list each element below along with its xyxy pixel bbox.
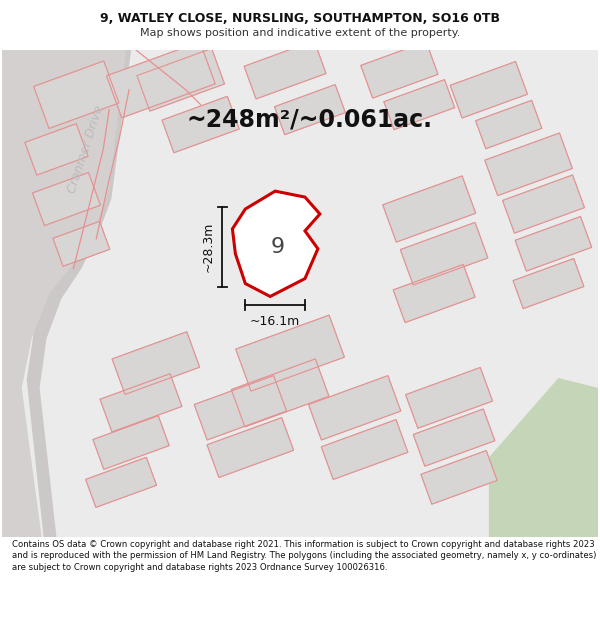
- Polygon shape: [53, 221, 110, 266]
- Polygon shape: [236, 315, 344, 391]
- Polygon shape: [513, 259, 584, 309]
- Text: ~28.3m: ~28.3m: [202, 222, 215, 272]
- Polygon shape: [406, 368, 493, 428]
- Polygon shape: [207, 418, 293, 478]
- Polygon shape: [26, 50, 131, 537]
- Polygon shape: [476, 101, 542, 149]
- Polygon shape: [503, 175, 584, 233]
- Polygon shape: [489, 378, 598, 537]
- Polygon shape: [361, 42, 438, 98]
- Text: 9: 9: [271, 237, 285, 257]
- Polygon shape: [194, 376, 287, 440]
- Text: 9, WATLEY CLOSE, NURSLING, SOUTHAMPTON, SO16 0TB: 9, WATLEY CLOSE, NURSLING, SOUTHAMPTON, …: [100, 12, 500, 26]
- Polygon shape: [400, 222, 488, 285]
- Polygon shape: [112, 332, 200, 394]
- Polygon shape: [231, 359, 329, 427]
- Polygon shape: [137, 49, 224, 111]
- Polygon shape: [34, 61, 119, 129]
- Polygon shape: [274, 84, 346, 135]
- Polygon shape: [384, 79, 455, 130]
- Polygon shape: [107, 42, 215, 118]
- Polygon shape: [25, 124, 88, 175]
- Polygon shape: [2, 50, 131, 537]
- Polygon shape: [485, 133, 572, 196]
- Text: Cranmer Drive: Cranmer Drive: [66, 104, 107, 195]
- Polygon shape: [2, 50, 598, 537]
- Polygon shape: [308, 376, 401, 440]
- Text: Contains OS data © Crown copyright and database right 2021. This information is : Contains OS data © Crown copyright and d…: [12, 539, 596, 572]
- Polygon shape: [86, 458, 157, 508]
- Polygon shape: [515, 216, 592, 271]
- Polygon shape: [162, 96, 239, 152]
- Polygon shape: [100, 374, 182, 432]
- Text: Map shows position and indicative extent of the property.: Map shows position and indicative extent…: [140, 28, 460, 38]
- Polygon shape: [232, 191, 320, 296]
- Polygon shape: [244, 41, 326, 99]
- Polygon shape: [421, 451, 497, 504]
- Text: ~16.1m: ~16.1m: [250, 316, 300, 328]
- Polygon shape: [93, 416, 169, 469]
- Polygon shape: [393, 264, 475, 322]
- Polygon shape: [321, 419, 408, 479]
- Polygon shape: [383, 176, 476, 242]
- Polygon shape: [32, 173, 100, 226]
- Polygon shape: [413, 409, 495, 466]
- Polygon shape: [450, 61, 527, 118]
- Text: ~248m²/~0.061ac.: ~248m²/~0.061ac.: [187, 107, 433, 132]
